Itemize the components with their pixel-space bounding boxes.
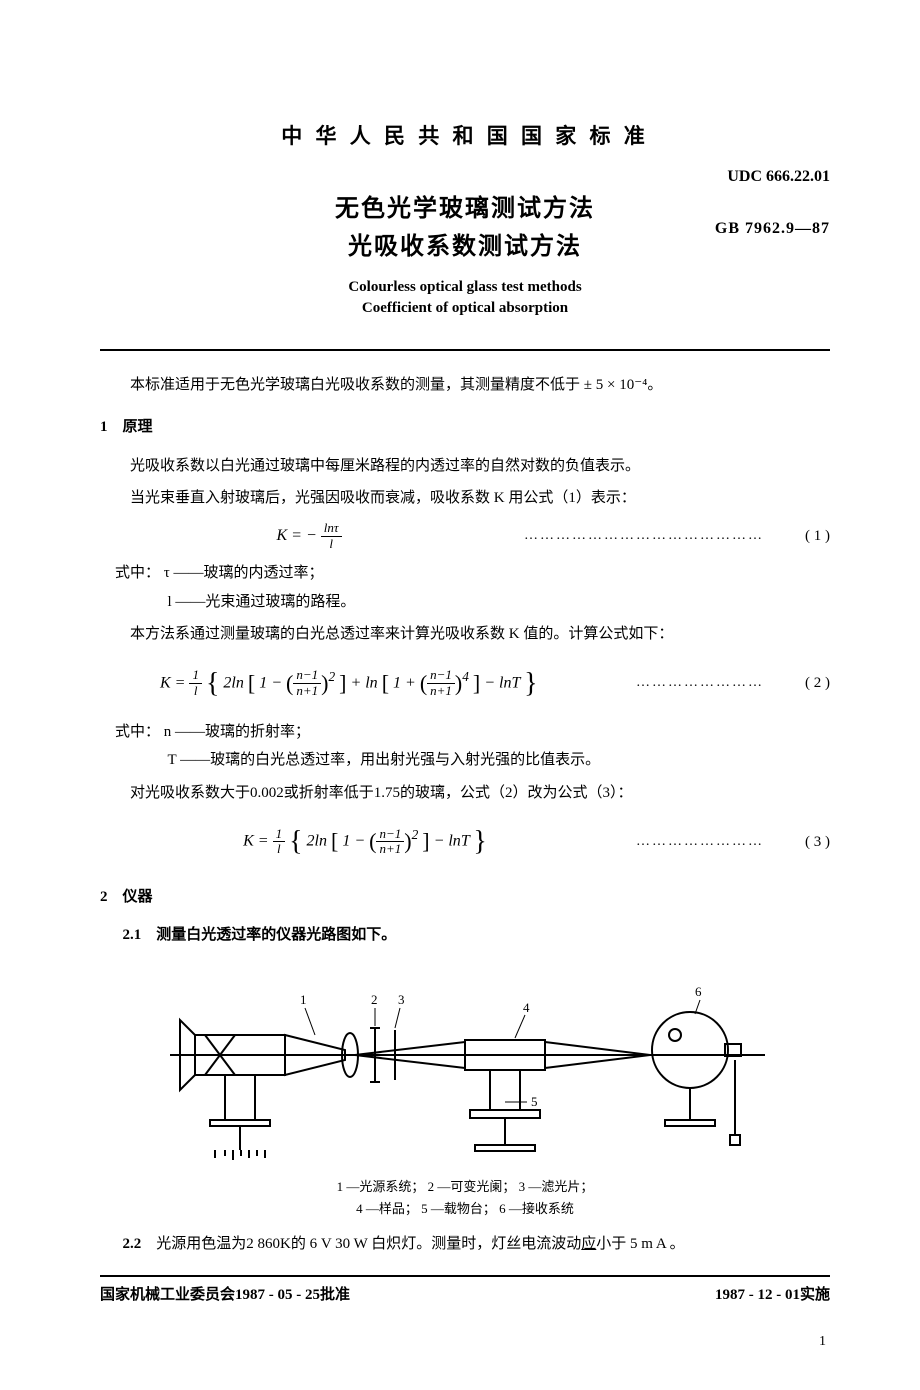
country-title: 中 华 人 民 共 和 国 国 家 标 准 [100, 120, 830, 150]
diagram-label-1: 1 [300, 992, 307, 1007]
footer: 国家机械工业委员会1987 - 05 - 25批准 1987 - 12 - 01… [100, 1275, 830, 1304]
equation-2-body: K = 1l { 2ln [ 1 − (n−1n+1)2 ] + ln [ 1 … [100, 657, 630, 710]
section-2-heading: 2 仪器 [100, 883, 830, 912]
english-title: Colourless optical glass test methods Co… [100, 277, 830, 319]
diagram-label-3: 3 [398, 992, 405, 1007]
gb-code: GB 7962.9—87 [715, 220, 830, 238]
s2-2-text: 光源用色温为2 860K的 6 V 30 W 白炽灯。测量时，灯丝电流波动应小于… [156, 1236, 684, 1252]
footer-left: 国家机械工业委员会1987 - 05 - 25批准 [100, 1283, 350, 1304]
equation-1-dots: ……………………………………… [518, 523, 770, 550]
section-2-2: 2.2 光源用色温为2 860K的 6 V 30 W 白炽灯。测量时，灯丝电流波… [123, 1230, 831, 1259]
def-tau: τ ——玻璃的内透过率； [164, 565, 324, 581]
equation-3-body: K = 1l { 2ln [ 1 − (n−1n+1)2 ] − lnT } [100, 815, 630, 868]
s1-p4: 对光吸收系数大于0.002或折射率低于1.75的玻璃，公式（2）改为公式（3）： [100, 779, 830, 808]
equation-2-number: ( 2 ) [770, 669, 830, 698]
def-l: l ——光束通过玻璃的路程。 [168, 588, 831, 617]
diagram-label-4: 4 [523, 1000, 530, 1015]
en-line-2: Coefficient of optical absorption [100, 298, 830, 319]
caption-line-1: 1 —光源系统； 2 —可变光阑； 3 —滤光片； [100, 1176, 830, 1198]
intro-paragraph: 本标准适用于无色光学玻璃白光吸收系数的测量，其测量精度不低于 ± 5 × 10⁻… [100, 371, 830, 400]
equation-3: K = 1l { 2ln [ 1 − (n−1n+1)2 ] − lnT } …… [100, 815, 830, 868]
footer-right: 1987 - 12 - 01实施 [715, 1283, 830, 1304]
equation-2-dots: …………………… [630, 670, 770, 697]
s1-p2: 当光束垂直入射玻璃后，光强因吸收而衰减，吸收系数 K 用公式（1）表示： [100, 484, 830, 513]
page: 中 华 人 民 共 和 国 国 家 标 准 UDC 666.22.01 GB 7… [0, 0, 920, 1390]
s1-p3: 本方法系通过测量玻璃的白光总透过率来计算光吸收系数 K 值的。计算公式如下： [100, 620, 830, 649]
s1-p1: 光吸收系数以白光通过玻璃中每厘米路程的内透过率的自然对数的负值表示。 [100, 452, 830, 481]
def-intro-2: 式中： n ——玻璃的折射率； [115, 718, 830, 747]
diagram-label-2: 2 [371, 992, 378, 1007]
optical-path-svg: 1 2 3 4 5 6 [155, 960, 775, 1160]
diagram-caption: 1 —光源系统； 2 —可变光阑； 3 —滤光片； 4 —样品； 5 —载物台；… [100, 1176, 830, 1220]
header: 中 华 人 民 共 和 国 国 家 标 准 UDC 666.22.01 GB 7… [100, 120, 830, 319]
caption-line-2: 4 —样品； 5 —载物台； 6 —接收系统 [100, 1198, 830, 1220]
optical-diagram: 1 2 3 4 5 6 [100, 960, 830, 1171]
diagram-label-6: 6 [695, 984, 702, 999]
equation-2: K = 1l { 2ln [ 1 − (n−1n+1)2 ] + ln [ 1 … [100, 657, 830, 710]
equation-1: K = − lnτl ……………………………………… ( 1 ) [100, 521, 830, 551]
def-intro: 式中： τ ——玻璃的内透过率； [115, 559, 830, 588]
udc-code: UDC 666.22.01 [727, 168, 830, 186]
equation-3-number: ( 3 ) [770, 828, 830, 857]
section-2-1: 2.1 测量白光透过率的仪器光路图如下。 [123, 921, 831, 950]
def-n: n ——玻璃的折射率； [164, 724, 310, 740]
body: 本标准适用于无色光学玻璃白光吸收系数的测量，其测量精度不低于 ± 5 × 10⁻… [100, 371, 830, 1259]
equation-3-dots: …………………… [630, 829, 770, 856]
equation-1-body: K = − lnτl [100, 521, 518, 551]
def-T: T ——玻璃的白光总透过率，用出射光强与入射光强的比值表示。 [168, 746, 831, 775]
page-number: 1 [100, 1334, 830, 1350]
equation-1-number: ( 1 ) [770, 522, 830, 551]
diagram-label-5: 5 [531, 1094, 538, 1109]
divider-top [100, 349, 830, 351]
en-line-1: Colourless optical glass test methods [100, 277, 830, 298]
section-1-heading: 1 原理 [100, 413, 830, 442]
